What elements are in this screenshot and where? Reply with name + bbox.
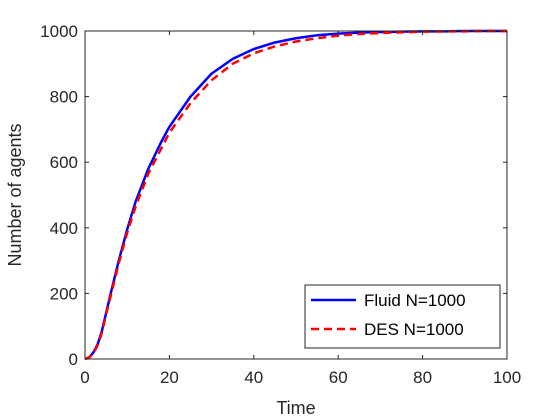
x-axis-label: Time (276, 398, 315, 418)
y-tick-label: 600 (50, 153, 78, 172)
legend: Fluid N=1000 DES N=1000 (304, 284, 501, 349)
x-tick-label: 60 (329, 368, 348, 387)
series-layer (84, 29, 507, 361)
y-tick-label: 200 (50, 284, 78, 303)
x-tick-label: 40 (244, 368, 263, 387)
y-tick-label: 1000 (40, 22, 78, 41)
x-tick-label: 100 (493, 368, 521, 387)
y-tick-label: 400 (50, 219, 78, 238)
legend-label-fluid: Fluid N=1000 (364, 291, 466, 310)
legend-box (304, 284, 501, 349)
x-tick-label: 0 (80, 368, 89, 387)
series-line-des (84, 29, 507, 361)
x-tick-label: 20 (160, 368, 179, 387)
y-axis-label: Number of agents (5, 123, 25, 266)
legend-label-des: DES N=1000 (364, 320, 464, 339)
y-tick-label: 0 (69, 350, 78, 369)
y-tick-label: 800 (50, 88, 78, 107)
x-tick-label: 80 (413, 368, 432, 387)
axes-box (84, 30, 508, 360)
